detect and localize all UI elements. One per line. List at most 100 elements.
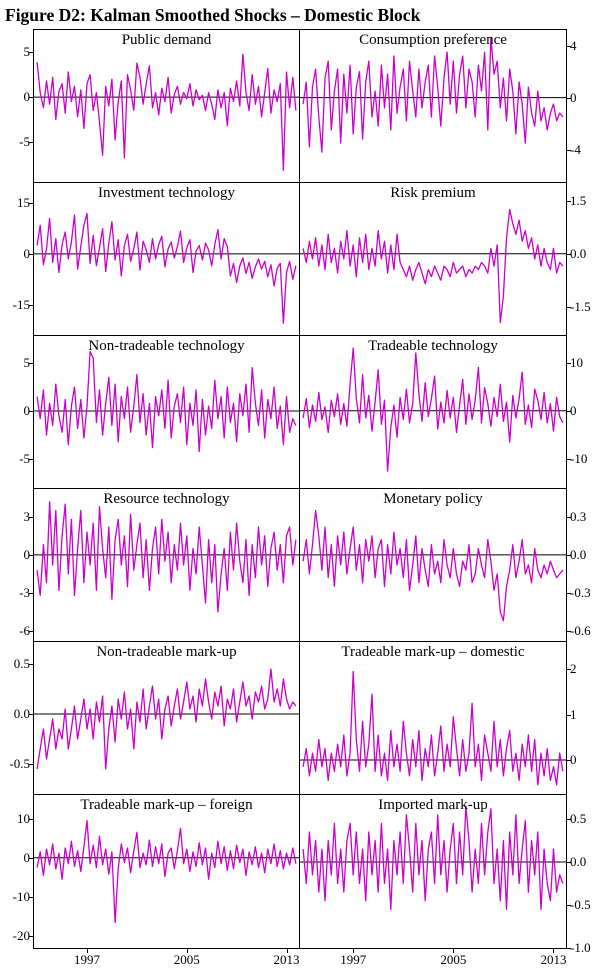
- y-tick-mark: [29, 764, 33, 765]
- y-tick-mark: [29, 142, 33, 143]
- x-tick-label: 2005: [173, 952, 200, 967]
- shock-series-plot: [34, 350, 299, 453]
- y-tick-label: -0.5: [9, 756, 30, 771]
- y-tick-mark: [29, 97, 33, 98]
- y-tick-label: 0: [23, 403, 31, 419]
- y-tick-mark: [29, 858, 33, 859]
- y-tick-mark: [29, 254, 33, 255]
- y-tick-label: 0.0: [13, 706, 30, 721]
- y-tick-mark: [567, 411, 571, 412]
- y-tick-mark: [29, 593, 33, 594]
- y-tick-mark: [567, 948, 571, 949]
- panel-tradeable-technology: Tradeable technology 10 0 -10: [300, 336, 587, 489]
- panel-resource-technology: Resource technology 3 0 -3 -6: [19, 489, 300, 642]
- y-tick-label: -6: [19, 622, 30, 638]
- y-tick-mark: [567, 819, 571, 820]
- panel-non-tradeable-technology: Non-tradeable technology 5 0 -5: [19, 336, 300, 489]
- shock-series-line: [36, 501, 297, 613]
- y-tick-mark: [567, 862, 571, 863]
- y-tick-label: -3: [19, 584, 30, 600]
- x-tick-mark: [553, 949, 554, 953]
- y-tick-mark: [29, 555, 33, 556]
- y-tick-mark: [567, 593, 571, 594]
- y-tick-label: 0.0: [570, 546, 587, 562]
- y-tick-label: 0: [570, 402, 577, 418]
- shock-series-line: [36, 350, 297, 453]
- shock-series-line: [36, 819, 297, 924]
- x-tick-mark: [187, 949, 188, 953]
- y-tick-mark: [567, 517, 571, 518]
- shock-series-plot: [300, 37, 566, 153]
- y-tick-mark: [567, 201, 571, 202]
- y-tick-label: 3: [23, 508, 31, 524]
- shock-series-plot: [34, 501, 299, 613]
- figure-title: Figure D2: Kalman Smoothed Shocks – Dome…: [5, 5, 421, 25]
- y-tick-mark: [29, 714, 33, 715]
- y-tick-label: 10: [17, 810, 30, 826]
- shock-series-plot: [34, 668, 299, 770]
- y-tick-label: 0.0: [570, 245, 587, 261]
- x-tick-label: 1997: [340, 952, 367, 967]
- x-tick-label: 1997: [74, 952, 100, 967]
- y-tick-label: -5: [19, 451, 30, 467]
- y-tick-mark: [29, 897, 33, 898]
- shock-series-plot: [34, 53, 299, 172]
- shock-series-plot: [300, 805, 566, 910]
- chart-grid: Public demand 5 0 -5 Consumption preferenc…: [9, 29, 591, 967]
- y-tick-label: 2: [570, 661, 577, 677]
- panel-investment-technology: Investment technology 15 0 -15: [13, 183, 300, 336]
- y-tick-mark: [29, 936, 33, 937]
- y-tick-label: 0.5: [570, 811, 587, 827]
- y-tick-label: 0: [570, 89, 577, 105]
- panel-consumption-preference: Consumption preference 4 0 -4: [300, 30, 581, 183]
- x-tick-label: 2013: [540, 952, 567, 967]
- y-tick-label: 4: [570, 37, 577, 53]
- y-tick-mark: [29, 305, 33, 306]
- x-tick-mark: [287, 949, 288, 953]
- y-tick-mark: [29, 203, 33, 204]
- y-tick-mark: [567, 150, 571, 151]
- panel-tradeable-mark-up-foreign: Tradeable mark-up – foreign 10 0 -10 -20 199…: [13, 795, 300, 967]
- y-tick-label: -0.5: [570, 897, 591, 913]
- shock-series-line: [36, 668, 297, 770]
- y-tick-label: -0.6: [570, 622, 591, 638]
- shock-series-line: [302, 670, 564, 786]
- y-tick-label: 0: [23, 245, 31, 261]
- y-tick-mark: [29, 819, 33, 820]
- y-tick-label: 0.0: [570, 854, 587, 870]
- y-tick-mark: [29, 52, 33, 53]
- y-tick-mark: [567, 98, 571, 99]
- panel-public-demand: Public demand 5 0 -5: [19, 30, 300, 183]
- y-tick-mark: [29, 411, 33, 412]
- y-tick-label: 15: [17, 195, 30, 211]
- y-tick-label: 0: [23, 546, 31, 562]
- shock-series-plot: [34, 212, 299, 324]
- shock-series-plot: [300, 670, 566, 786]
- shock-series-line: [302, 509, 564, 622]
- y-tick-mark: [567, 555, 571, 556]
- panel-non-tradeable-mark-up: Non-tradeable mark-up 0.5 0.0 -0.5: [9, 642, 300, 795]
- y-tick-mark: [567, 363, 571, 364]
- y-tick-mark: [567, 631, 571, 632]
- y-tick-label: 0.3: [570, 508, 587, 524]
- y-tick-mark: [567, 715, 571, 716]
- y-tick-mark: [29, 459, 33, 460]
- y-tick-label: -1.5: [570, 298, 591, 314]
- x-tick-mark: [453, 949, 454, 953]
- y-tick-mark: [567, 459, 571, 460]
- x-tick-label: 2013: [273, 952, 300, 967]
- y-tick-mark: [29, 363, 33, 364]
- y-tick-label: -10: [570, 451, 588, 467]
- shock-series-line: [302, 208, 564, 324]
- y-tick-label: -10: [12, 889, 30, 904]
- y-tick-label: -20: [12, 928, 30, 944]
- panel-risk-premium: Risk premium 1.5 0.0 -1.5: [300, 183, 591, 336]
- y-tick-mark: [567, 669, 571, 670]
- y-tick-mark: [567, 905, 571, 906]
- panel-imported-mark-up: Imported mark-up 0.5 0.0 -0.5 -1.0 1997 2005 2…: [300, 795, 591, 967]
- x-tick-mark: [353, 949, 354, 953]
- y-tick-mark: [567, 46, 571, 47]
- shock-series-line: [302, 37, 564, 153]
